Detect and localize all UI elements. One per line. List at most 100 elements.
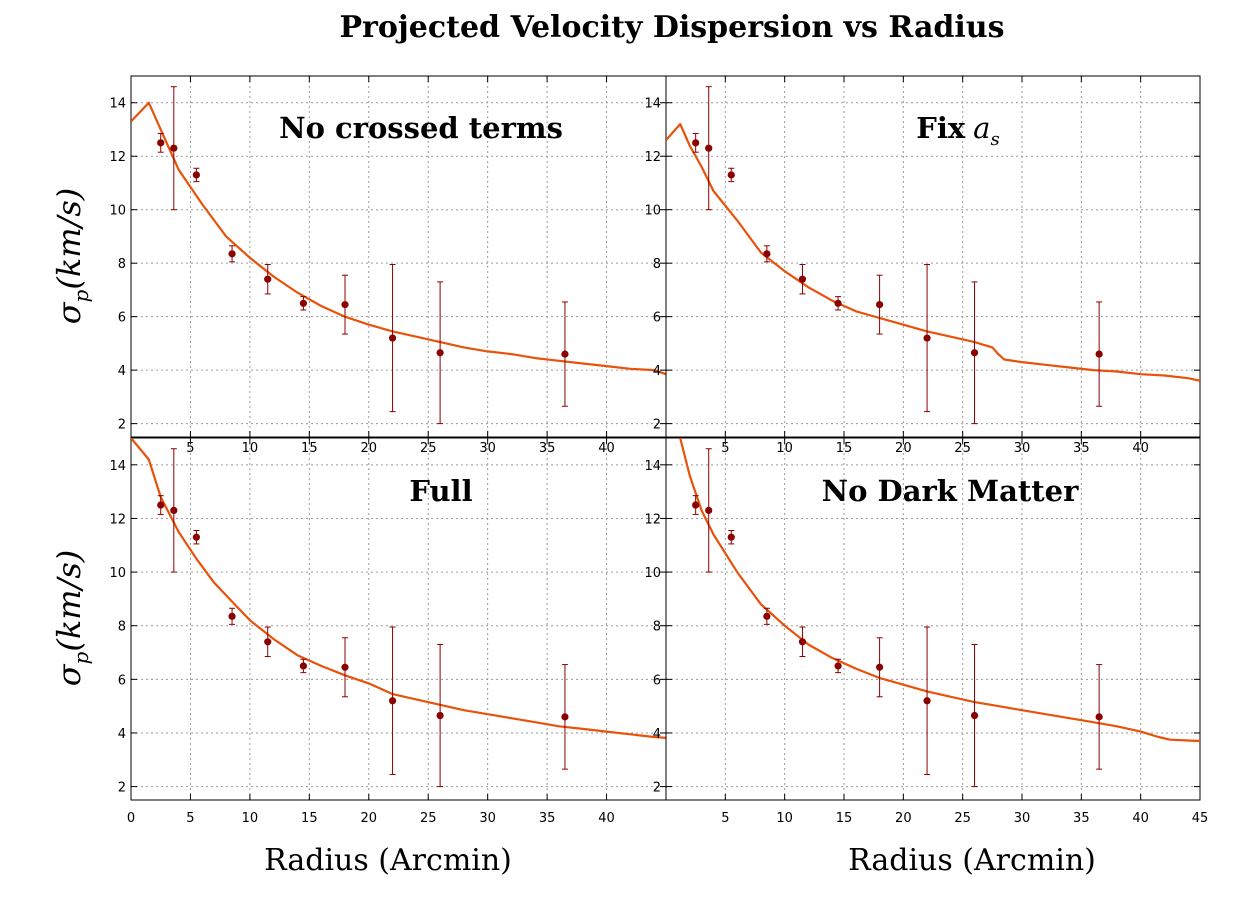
y-tick-label: 2 bbox=[653, 781, 661, 796]
data-point-errorbar bbox=[705, 448, 713, 573]
model-curve bbox=[666, 122, 1200, 382]
data-point-errorbar bbox=[561, 664, 569, 770]
data-point bbox=[923, 697, 931, 705]
data-point-errorbar bbox=[923, 264, 931, 413]
model-curve bbox=[679, 438, 1200, 743]
data-point bbox=[388, 334, 397, 342]
data-point-errorbar bbox=[834, 658, 842, 674]
data-point-errorbar bbox=[299, 658, 307, 674]
x-tick-label: 15 bbox=[836, 811, 853, 826]
x-tick-label: 35 bbox=[1073, 811, 1090, 826]
x-tick-label: 15 bbox=[301, 811, 318, 826]
data-point bbox=[705, 506, 713, 514]
plot-frame bbox=[665, 437, 1201, 801]
data-point-errorbar bbox=[388, 626, 397, 776]
x-tick-label: 0 bbox=[127, 811, 135, 826]
data-point bbox=[923, 334, 931, 342]
data-point bbox=[170, 506, 178, 514]
data-point-errorbar bbox=[561, 301, 569, 407]
y-tick-label: 14 bbox=[644, 459, 661, 474]
x-tick-label: 40 bbox=[1132, 811, 1149, 826]
data-point bbox=[299, 299, 307, 307]
data-point bbox=[170, 144, 178, 152]
data-point-errorbar bbox=[970, 643, 979, 788]
y-tick-label: 2 bbox=[653, 418, 661, 433]
data-point bbox=[1095, 350, 1103, 358]
data-point bbox=[436, 711, 444, 720]
x-tick-label: 25 bbox=[954, 811, 971, 826]
x-tick-label: 30 bbox=[479, 811, 496, 826]
data-point-errorbar bbox=[763, 245, 771, 263]
data-point bbox=[192, 171, 200, 179]
y-tick-label: 6 bbox=[653, 673, 661, 688]
plot-frame bbox=[665, 75, 1201, 438]
x-tick-label: 5 bbox=[186, 811, 194, 826]
data-point bbox=[798, 638, 807, 646]
x-tick-label: 40 bbox=[598, 811, 615, 826]
panel-title-math: a bbox=[973, 111, 990, 145]
panel-bottom-right: 2 4 6 8 10 12 14 5 10 15 20 25 30 35 40 45 No Dark Matte… bbox=[644, 437, 1209, 826]
data-point bbox=[157, 139, 165, 147]
x-tick-label: 20 bbox=[361, 811, 378, 826]
data-point-errorbar bbox=[192, 167, 200, 183]
x-tick-label: 5 bbox=[721, 811, 729, 826]
data-point bbox=[692, 501, 700, 509]
y-tick-label: 4 bbox=[653, 364, 661, 379]
data-point bbox=[834, 662, 842, 670]
y-axis-symbol: σ bbox=[50, 663, 88, 686]
data-point-errorbar bbox=[436, 281, 444, 425]
x-tick-label: 45 bbox=[1192, 811, 1209, 826]
y-tick-label: 8 bbox=[653, 620, 661, 635]
data-point bbox=[228, 250, 236, 258]
y-tick-label: 8 bbox=[118, 257, 126, 272]
x-axis-title-right: Radius (Arcmin) bbox=[848, 843, 1096, 878]
data-point bbox=[798, 275, 807, 283]
data-point-errorbar bbox=[264, 264, 272, 295]
y-tick-label: 4 bbox=[118, 364, 126, 379]
y-axis-title-bottom: σp(km/s) bbox=[50, 550, 93, 687]
data-point-errorbar bbox=[341, 274, 349, 335]
data-point bbox=[876, 663, 884, 671]
x-tick-label: 10 bbox=[242, 811, 259, 826]
x-tick-label: 25 bbox=[420, 811, 437, 826]
y-tick-label: 6 bbox=[118, 311, 126, 326]
data-point-errorbar bbox=[923, 626, 931, 776]
y-tick-label: 12 bbox=[644, 512, 661, 527]
data-point-errorbar bbox=[727, 167, 735, 183]
y-tick-label: 14 bbox=[644, 97, 661, 112]
y-tick-label: 10 bbox=[644, 204, 661, 219]
data-point bbox=[299, 662, 307, 670]
data-point-errorbar bbox=[192, 530, 200, 545]
y-axis-symbol: σ bbox=[50, 301, 88, 324]
x-tick-label: 20 bbox=[895, 811, 912, 826]
data-point-errorbar bbox=[876, 637, 884, 698]
y-tick-label: 2 bbox=[118, 781, 126, 796]
panel-title-text: Full bbox=[409, 474, 472, 508]
data-point-errorbar bbox=[170, 86, 178, 211]
x-tick-label: 35 bbox=[539, 811, 556, 826]
data-point-errorbar bbox=[692, 132, 700, 153]
data-point-errorbar bbox=[157, 132, 165, 153]
data-point bbox=[970, 349, 979, 357]
data-point bbox=[970, 711, 979, 720]
data-point-errorbar bbox=[170, 448, 178, 573]
data-point-errorbar bbox=[157, 495, 165, 515]
data-point-errorbar bbox=[299, 296, 307, 311]
x-axis-title-left: Radius (Arcmin) bbox=[264, 843, 512, 878]
data-point bbox=[727, 171, 735, 179]
y-tick-label: 6 bbox=[653, 311, 661, 326]
data-point-errorbar bbox=[692, 495, 700, 515]
panel-title-math-sub: s bbox=[990, 129, 999, 150]
data-point-errorbar bbox=[876, 274, 884, 335]
data-point bbox=[388, 697, 397, 705]
panel-title-text: No Dark Matter bbox=[822, 474, 1079, 508]
x-tick-label: 10 bbox=[776, 811, 793, 826]
y-tick-label: 8 bbox=[118, 620, 126, 635]
data-point-errorbar bbox=[1095, 301, 1103, 407]
model-curve bbox=[131, 438, 666, 739]
panel-title: No crossed terms bbox=[279, 111, 563, 145]
panel-title-text: Fix bbox=[916, 111, 966, 145]
data-point bbox=[763, 612, 771, 620]
data-point bbox=[264, 275, 272, 283]
